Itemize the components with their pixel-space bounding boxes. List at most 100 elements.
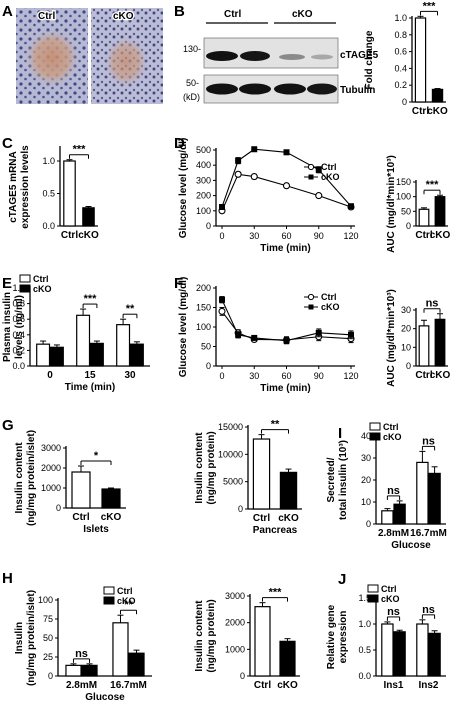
bar	[434, 318, 446, 367]
x-tick-label: Ins2	[418, 680, 438, 691]
bar	[81, 664, 98, 677]
x-tick-label: Ctrl	[415, 230, 432, 241]
y-tick-label: 0.0	[42, 221, 55, 231]
bar	[112, 622, 129, 677]
x-tick-label: 30	[249, 371, 259, 381]
x-tick-label: cKO	[78, 230, 99, 241]
x-tick-label: 0	[219, 371, 224, 381]
data-point	[282, 182, 291, 190]
y-tick-label: 400	[196, 160, 211, 170]
legend-label: cKO	[321, 302, 340, 312]
y-tick-label: 40	[361, 431, 371, 441]
panel-letter: J	[338, 571, 346, 588]
marker-130: 130-	[183, 44, 201, 54]
y-axis-label: Insulin	[14, 622, 25, 654]
x-tick-label: 90	[314, 371, 324, 381]
data-point	[235, 157, 242, 164]
x-axis-label: Glucose	[391, 540, 431, 551]
x-tick-label: cKO	[101, 512, 122, 523]
x-tick-label: cKO	[430, 230, 451, 241]
bar	[416, 461, 429, 525]
bar	[428, 472, 441, 525]
y-axis-label: (ng/mg protein)	[206, 431, 217, 504]
y-tick-label: 0	[406, 221, 411, 231]
y-tick-label: 50	[401, 206, 411, 216]
bar	[49, 346, 64, 367]
significance-label: ns	[426, 298, 439, 310]
legend-label: Ctrl	[321, 162, 337, 172]
y-tick-label: 3000	[225, 591, 245, 601]
x-axis-label: Glucose	[85, 692, 125, 703]
chart-d-line: 0 100 200 300 400 500 Glucose level (mg/dl)D 0 3…	[174, 135, 359, 254]
y-tick-label: 50	[201, 342, 211, 352]
panel-letter: C	[2, 135, 13, 152]
legend-label: cKO	[321, 172, 340, 182]
y-axis-label: Insulin content	[194, 432, 205, 504]
legend-swatch	[19, 284, 31, 293]
y-tick-label: 2000	[225, 618, 245, 628]
data-point	[348, 203, 354, 210]
bar	[252, 438, 271, 510]
panel-letter: F	[174, 275, 183, 292]
y-axis-label: (ng/mg protein)	[206, 599, 217, 672]
data-point	[234, 170, 242, 178]
y-tick-label: 1.0	[394, 13, 407, 23]
y-tick-label: 1.0	[42, 156, 55, 166]
x-axis-label: Time (min)	[260, 243, 310, 254]
series-line	[221, 148, 352, 208]
histology-image-ctrl	[16, 8, 88, 104]
x-tick-label: cKO	[278, 513, 299, 524]
x-tick-label: 15	[84, 370, 96, 381]
y-tick-label: 15000	[218, 422, 243, 432]
chart-h-right: 0 1000 2000 3000 Insulin content (ng/mg prote…	[194, 587, 300, 691]
significance-label: *	[94, 450, 99, 462]
x-tick-label: Ins1	[383, 680, 403, 691]
bar	[254, 606, 271, 677]
data-point	[315, 166, 322, 173]
legend-swatch	[369, 422, 381, 431]
x-tick-label: Ctrl	[253, 513, 270, 524]
y-tick-label: 75	[43, 614, 53, 624]
y-tick-label: 0	[406, 361, 411, 371]
marker-50: 50-	[186, 78, 199, 88]
y-tick-label: 0.5	[358, 645, 371, 655]
y-axis-label: Fold change	[364, 30, 375, 89]
x-axis-label: Islets	[83, 524, 109, 535]
panel-letter: D	[174, 135, 185, 152]
bar	[279, 640, 296, 677]
x-tick-label: 16.7mM	[110, 680, 147, 691]
significance-label: ns	[422, 604, 435, 616]
chart-c: 0.0 0.5 1.0 cTAGE5 mRNA expression levels C Ct…	[2, 135, 99, 241]
y-axis-label: AUC (mg/dl*min*10³)	[386, 155, 397, 253]
blot-label-tubulin: Tubulin	[340, 85, 375, 96]
x-tick-label: Ctrl	[412, 106, 429, 117]
y-tick-label: 1.0	[12, 283, 25, 293]
x-tick-label: Ctrl	[415, 370, 432, 381]
significance-label: **	[271, 419, 280, 431]
y-tick-label: 0	[366, 519, 371, 529]
x-tick-label: 0	[219, 231, 224, 241]
y-axis-label: expression levels	[20, 145, 31, 229]
significance-label: ns	[75, 648, 88, 660]
y-tick-label: 0.0	[358, 671, 371, 681]
legend-marker	[307, 163, 315, 171]
bar	[128, 652, 145, 677]
bar	[416, 623, 429, 677]
y-tick-label: 0.0	[12, 361, 25, 371]
y-tick-label: 150	[196, 303, 211, 313]
chart-j: 0.0 0.5 1.0 1.5 Relative gene expression J Ins1…	[326, 571, 446, 691]
x-tick-label: cKO	[430, 370, 451, 381]
y-axis-label: (ng/mg protein/islet)	[26, 590, 37, 686]
significance-label: ***	[426, 179, 440, 191]
y-tick-label: 1.0	[358, 619, 371, 629]
blot-strip-ctage5	[203, 37, 339, 69]
data-point	[315, 329, 322, 336]
legend-marker	[307, 293, 315, 301]
y-tick-label: 0.8	[394, 30, 407, 40]
y-tick-label: 0.6	[12, 314, 25, 324]
bar	[82, 207, 95, 227]
y-tick-label: 25	[43, 652, 53, 662]
chart-i: 0 10 20 30 40 Secreted/total insulin (10³)I 2.…	[326, 422, 447, 551]
x-tick-label: 0	[47, 370, 53, 381]
